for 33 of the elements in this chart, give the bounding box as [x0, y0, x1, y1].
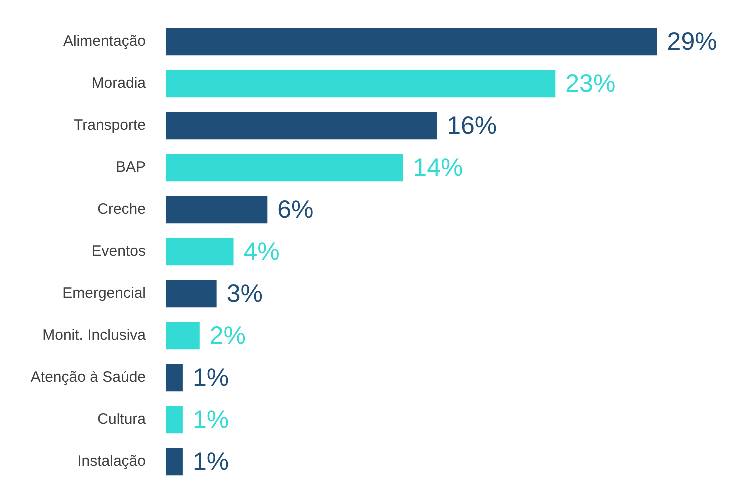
bar	[166, 154, 404, 182]
y-tick-label: Creche	[98, 201, 146, 218]
bar	[166, 448, 183, 476]
y-tick-label: Emergencial	[62, 285, 146, 302]
bar	[166, 70, 556, 98]
y-tick-label: Instalação	[78, 453, 146, 470]
y-tick-label: Alimentação	[63, 33, 146, 50]
bar	[166, 322, 200, 350]
data-label: 29%	[667, 28, 718, 56]
bar	[166, 364, 183, 392]
data-label: 1%	[192, 406, 230, 434]
bar	[166, 112, 438, 140]
bar	[166, 28, 658, 56]
data-label: 16%	[447, 112, 498, 140]
data-label: 23%	[566, 70, 616, 98]
data-label: 6%	[278, 196, 314, 224]
bar	[166, 196, 268, 224]
data-label: 3%	[226, 280, 263, 308]
y-tick-label: Cultura	[98, 411, 147, 428]
y-tick-label: Eventos	[92, 243, 146, 260]
data-label: 1%	[192, 364, 230, 392]
y-tick-label: Atenção à Saúde	[30, 369, 146, 386]
bar	[166, 280, 217, 308]
y-tick-label: Moradia	[92, 75, 147, 92]
bar	[166, 238, 234, 266]
data-label: 2%	[210, 322, 246, 350]
y-tick-label: Transporte	[74, 117, 146, 134]
data-label: 14%	[413, 154, 464, 182]
y-tick-label: Monit. Inclusiva	[42, 327, 147, 344]
data-label: 1%	[192, 448, 230, 476]
bar	[166, 406, 183, 434]
data-label: 4%	[244, 238, 280, 266]
y-tick-label: BAP	[116, 159, 146, 176]
